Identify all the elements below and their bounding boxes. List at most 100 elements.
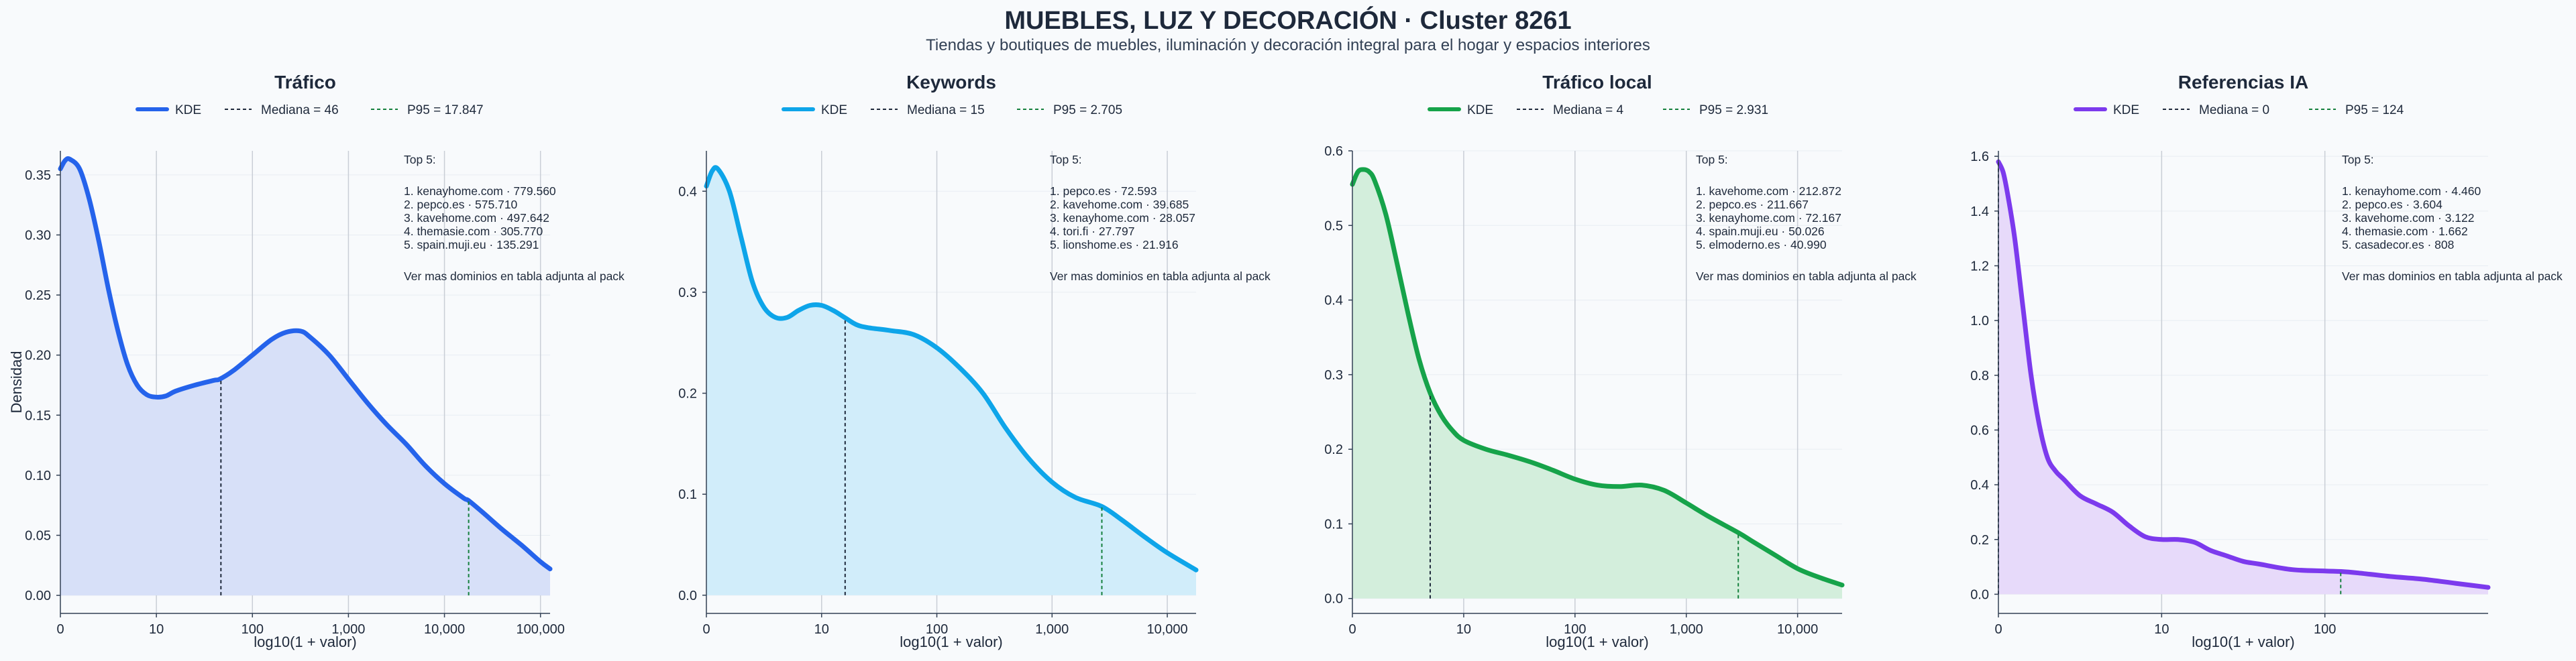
top5-item: 2. pepco.es · 3.604: [2342, 198, 2443, 211]
y-tick-label: 0.2: [678, 387, 697, 402]
legend-p95-label: P95 = 2.705: [1053, 103, 1122, 117]
legend-median-label: Mediana = 0: [2199, 103, 2269, 117]
chart-panel-trafico-local: Tráfico local KDE Mediana = 4 P95 = 2.931 0.…: [1324, 72, 1917, 650]
top5-item: 1. kenayhome.com · 4.460: [2342, 184, 2481, 198]
top5-item: 4. themasie.com · 1.662: [2342, 225, 2468, 238]
panel-title: Keywords: [906, 72, 996, 93]
x-axis-label: log10(1 + valor): [254, 634, 356, 650]
chart-panel-keywords: Keywords KDE Mediana = 15 P95 = 2.705 0.0 0.1…: [678, 72, 1271, 650]
kde-area: [1998, 162, 2488, 595]
y-tick-label: 0.10: [25, 469, 51, 483]
x-tick-label: 10,000: [1777, 622, 1818, 637]
top5-item: 1. pepco.es · 72.593: [1050, 184, 1157, 198]
top5-item: 5. elmoderno.es · 40.990: [1696, 238, 1827, 251]
y-tick-label: 0.6: [1324, 144, 1343, 159]
top5-item: 5. lionshome.es · 21.916: [1050, 238, 1179, 251]
x-tick-label: 100: [241, 622, 264, 637]
kde-line: [1350, 167, 1845, 588]
top5-item: 4. tori.fi · 27.797: [1050, 225, 1134, 238]
y-tick-label: 1.4: [1970, 204, 1989, 219]
top5-item: 4. spain.muji.eu · 50.026: [1696, 225, 1825, 238]
x-tick-label: 10,000: [424, 622, 465, 637]
x-tick-label: 100: [1564, 622, 1586, 637]
legend-p95-label: P95 = 17.847: [407, 103, 484, 117]
y-tick-label: 0.0: [1970, 587, 1989, 602]
y-tick-label: 0.8: [1970, 369, 1989, 383]
legend-p95-label: P95 = 124: [2345, 103, 2404, 117]
x-tick-label: 10: [1456, 622, 1471, 637]
legend-median-label: Mediana = 46: [261, 103, 339, 117]
y-tick-label: 0.00: [25, 589, 51, 603]
kde-line: [704, 165, 1199, 573]
y-tick-label: 1.6: [1970, 149, 1989, 164]
legend-kde-label: KDE: [2113, 103, 2139, 117]
x-tick-label: 10: [814, 622, 829, 637]
y-tick-label: 1.2: [1970, 259, 1989, 274]
top5-heading: Top 5:: [1696, 153, 1728, 166]
x-tick-label: 100: [926, 622, 948, 637]
page-title: MUEBLES, LUZ Y DECORACIÓN · Cluster 8261: [1004, 7, 1572, 35]
x-tick-label: 0: [1348, 622, 1356, 637]
chart-panel-trafico: Tráfico KDE Mediana = 46 P95 = 17.847 0.00 0.…: [8, 72, 625, 650]
y-tick-label: 1.0: [1970, 314, 1989, 328]
y-tick-label: 0.1: [678, 487, 697, 502]
top5-note: Ver mas dominios en tabla adjunta al pac…: [1050, 269, 1271, 283]
top5-item: 3. kavehome.com · 497.642: [404, 211, 549, 225]
x-tick-label: 100,000: [517, 622, 565, 637]
x-tick-label: 1,000: [1035, 622, 1069, 637]
x-tick-label: 10: [2154, 622, 2169, 637]
y-tick-label: 0.2: [1970, 533, 1989, 548]
y-tick-label: 0.4: [1324, 294, 1343, 308]
legend-kde-label: KDE: [1467, 103, 1493, 117]
x-tick-label: 1,000: [1670, 622, 1703, 637]
legend-p95-label: P95 = 2.931: [1699, 103, 1768, 117]
y-tick-label: 0.4: [678, 184, 697, 199]
x-axis-label: log10(1 + valor): [900, 634, 1002, 650]
top5-item: 3. kavehome.com · 3.122: [2342, 211, 2474, 225]
y-tick-label: 0.20: [25, 349, 51, 363]
panel-title: Tráfico: [274, 72, 336, 93]
y-axis-label: Densidad: [8, 351, 25, 414]
kde-area: [706, 167, 1196, 595]
x-tick-label: 10,000: [1146, 622, 1187, 637]
y-tick-label: 0.6: [1970, 423, 1989, 438]
kde-line: [58, 156, 553, 572]
chart-panel-referencias-ia: Referencias IA KDE Mediana = 0 P95 = 124 0.0…: [1970, 72, 2563, 650]
panel-title: Tráfico local: [1542, 72, 1652, 93]
x-tick-label: 10: [149, 622, 164, 637]
y-tick-label: 0.0: [1324, 592, 1343, 607]
top5-note: Ver mas dominios en tabla adjunta al pac…: [1696, 269, 1917, 283]
top5-item: 5. casadecor.es · 808: [2342, 238, 2454, 251]
top5-item: 4. themasie.com · 305.770: [404, 225, 543, 238]
legend-median-label: Mediana = 15: [907, 103, 985, 117]
x-tick-label: 0: [702, 622, 710, 637]
legend-kde-label: KDE: [821, 103, 847, 117]
y-tick-label: 0.15: [25, 408, 51, 423]
top5-heading: Top 5:: [2342, 153, 2374, 166]
kde-area: [60, 158, 550, 596]
x-tick-label: 0: [56, 622, 64, 637]
top5-item: 2. pepco.es · 211.667: [1696, 198, 1809, 211]
panel-title: Referencias IA: [2178, 72, 2309, 93]
kde-area: [1352, 169, 1842, 599]
kde-line: [1996, 159, 2491, 590]
top5-item: 1. kenayhome.com · 779.560: [404, 184, 556, 198]
y-tick-label: 0.5: [1324, 219, 1343, 233]
top5-note: Ver mas dominios en tabla adjunta al pac…: [2342, 269, 2563, 283]
legend-median-label: Mediana = 4: [1553, 103, 1624, 117]
x-axis-label: log10(1 + valor): [1546, 634, 1648, 650]
top5-item: 5. spain.muji.eu · 135.291: [404, 238, 539, 251]
x-axis-label: log10(1 + valor): [2192, 634, 2294, 650]
y-tick-label: 0.25: [25, 288, 51, 303]
top5-heading: Top 5:: [404, 153, 436, 166]
y-tick-label: 0.05: [25, 529, 51, 544]
top5-item: 2. pepco.es · 575.710: [404, 198, 518, 211]
y-tick-label: 0.4: [1970, 478, 1989, 493]
legend-kde-label: KDE: [175, 103, 201, 117]
top5-heading: Top 5:: [1050, 153, 1082, 166]
x-tick-label: 0: [1994, 622, 2002, 637]
top5-note: Ver mas dominios en tabla adjunta al pac…: [404, 269, 625, 283]
y-tick-label: 0.35: [25, 168, 51, 183]
y-tick-label: 0.0: [678, 589, 697, 603]
